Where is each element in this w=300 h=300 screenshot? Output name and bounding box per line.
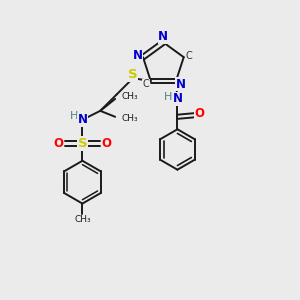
Text: N: N	[176, 78, 185, 91]
Text: C: C	[186, 51, 193, 61]
Text: C: C	[143, 79, 150, 89]
Text: N: N	[77, 113, 87, 126]
Text: O: O	[54, 137, 64, 150]
Text: CH₃: CH₃	[122, 114, 138, 123]
Text: CH₃: CH₃	[122, 92, 138, 101]
Text: H: H	[70, 111, 78, 121]
Text: N: N	[158, 30, 168, 43]
Text: N: N	[172, 92, 182, 106]
Text: N: N	[133, 49, 143, 62]
Text: O: O	[101, 137, 111, 150]
Text: O: O	[194, 107, 204, 120]
Text: S: S	[128, 68, 138, 81]
Text: S: S	[78, 137, 87, 150]
Text: H: H	[164, 92, 172, 103]
Text: CH₃: CH₃	[74, 215, 91, 224]
